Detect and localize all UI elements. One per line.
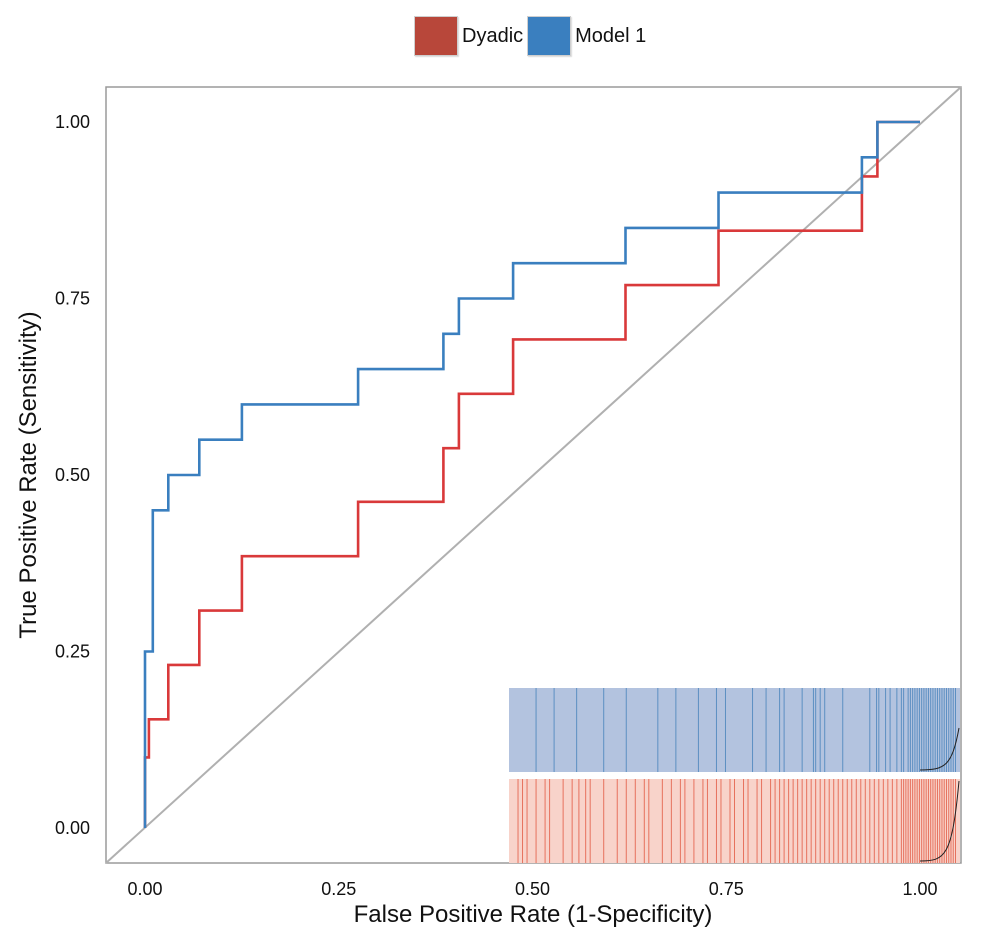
legend-swatch-model-1 (527, 16, 572, 56)
legend-label-model-1: Model 1 (575, 24, 647, 47)
roc-line-model-1 (143, 120, 920, 828)
x-axis-ticks: 0.00 0.25 0.50 0.75 1.00 (127, 879, 937, 899)
rug-inset (509, 688, 960, 863)
legend: Dyadic Model 1 (414, 13, 650, 59)
legend-item-model-1: Model 1 (527, 16, 646, 56)
roc-line-dyadic (143, 120, 920, 828)
legend-swatch-dyadic (414, 16, 458, 56)
x-tick-label: 0.75 (709, 879, 744, 899)
roc-lines (105, 86, 962, 864)
y-tick-label: 0.50 (55, 465, 90, 485)
y-axis-title: True Positive Rate (Sensitivity) (15, 311, 42, 638)
rug-density-model-1 (919, 727, 960, 771)
y-tick-label: 0.75 (55, 289, 90, 309)
y-axis-ticks: 0.00 0.25 0.50 0.75 1.00 (55, 112, 90, 838)
legend-item-dyadic: Dyadic (414, 16, 523, 56)
x-tick-label: 0.50 (515, 879, 550, 899)
y-tick-label: 0.25 (55, 642, 90, 662)
y-tick-label: 0.00 (55, 818, 90, 838)
x-tick-label: 1.00 (902, 879, 937, 899)
rug-density-dyadic (919, 780, 960, 862)
x-tick-label: 0.25 (321, 879, 356, 899)
rug-band-model-1 (509, 688, 960, 772)
diagonal-reference-line (105, 86, 962, 864)
y-tick-label: 1.00 (55, 112, 90, 132)
x-axis-title: False Positive Rate (1-Specificity) (354, 901, 713, 928)
legend-label-dyadic: Dyadic (462, 24, 524, 47)
x-tick-label: 0.00 (127, 879, 162, 899)
